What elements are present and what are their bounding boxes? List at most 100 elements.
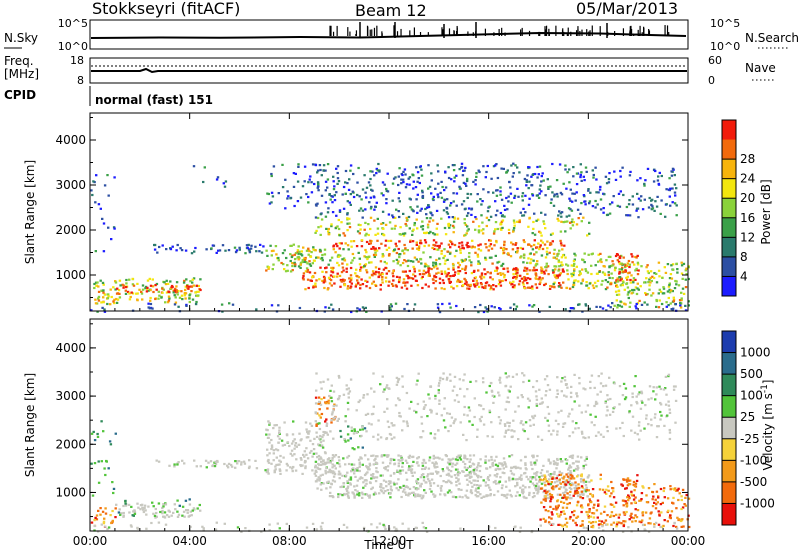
power-cell <box>449 204 452 207</box>
power-cell <box>296 251 299 254</box>
velocity-cell <box>473 397 476 400</box>
velocity-cell <box>267 458 270 462</box>
power-cell <box>352 195 356 199</box>
power-cell <box>637 288 640 291</box>
power-cell <box>408 227 411 230</box>
velocity-cell <box>300 438 303 441</box>
power-cell <box>286 269 289 272</box>
power-cell <box>333 275 336 278</box>
velocity-cell <box>447 479 450 482</box>
power-cell <box>484 243 487 246</box>
velocity-cell <box>528 399 531 402</box>
power-cell <box>297 165 300 168</box>
velocity-cell <box>498 376 502 379</box>
power-cell <box>443 262 447 265</box>
power-cell <box>452 287 455 290</box>
velocity-cell <box>377 433 380 436</box>
power-cell <box>430 172 433 175</box>
power-cell <box>452 220 456 223</box>
power-cell <box>568 168 571 171</box>
power-cell <box>477 231 481 234</box>
velocity-cell <box>105 460 108 463</box>
power-cell <box>310 181 313 184</box>
power-cell <box>402 232 405 235</box>
velocity-cell <box>476 464 480 467</box>
power-cell <box>514 270 518 273</box>
velocity-cell <box>373 459 376 462</box>
velocity-cell <box>463 405 466 409</box>
power-cell <box>675 214 678 217</box>
velocity-cell <box>634 375 637 378</box>
power-cell <box>303 258 307 262</box>
velocity-cell <box>291 454 294 457</box>
velocity-cell <box>350 426 353 429</box>
power-cell <box>441 302 444 306</box>
velocity-cell <box>391 458 394 461</box>
power-cell <box>304 270 308 273</box>
power-cell <box>466 241 469 244</box>
power-cell <box>462 284 465 287</box>
power-cell <box>606 280 610 284</box>
velocity-cell <box>684 504 687 507</box>
power-cell <box>618 272 621 275</box>
velocity-cell <box>429 472 432 475</box>
velocity-cell <box>640 492 644 495</box>
velocity-cell <box>359 428 362 431</box>
power-cell <box>359 207 363 210</box>
velocity-cell <box>647 398 650 401</box>
velocity-cell <box>404 485 407 488</box>
power-cell <box>341 262 344 265</box>
velocity-cell <box>400 456 403 459</box>
power-cell <box>270 254 273 257</box>
power-cell <box>421 228 425 231</box>
velocity-cell <box>561 525 565 528</box>
velocity-cell <box>506 421 509 424</box>
power-cell <box>337 218 340 222</box>
freq-left-tick-bottom: 8 <box>77 74 84 87</box>
velocity-cell <box>547 480 550 484</box>
velocity-cell <box>542 491 545 494</box>
velocity-cell <box>503 461 506 464</box>
velocity-cell <box>242 460 246 463</box>
power-cell <box>685 273 688 276</box>
velocity-cell <box>563 379 567 382</box>
power-cell <box>540 211 543 214</box>
power-cell <box>501 272 505 275</box>
velocity-cell <box>584 410 588 413</box>
velocity-cell <box>534 390 538 393</box>
power-cell <box>518 219 521 222</box>
power-cell <box>188 294 191 297</box>
power-cell <box>501 214 504 217</box>
velocity-cell <box>370 487 373 491</box>
power-cell <box>443 226 447 230</box>
velocity-cell <box>674 399 678 402</box>
power-cell <box>319 213 322 216</box>
power-cell <box>476 200 479 203</box>
power-cell <box>122 284 125 287</box>
power-cell <box>414 186 418 189</box>
velocity-cell <box>396 469 399 472</box>
power-cell <box>551 240 554 243</box>
velocity-cell <box>556 507 559 510</box>
velocity-cell <box>279 460 282 463</box>
velocity-cell <box>265 433 268 436</box>
power-cell <box>406 249 409 252</box>
velocity-cell <box>552 507 555 511</box>
velocity-cell <box>647 423 650 426</box>
power-cell <box>632 281 635 284</box>
velocity-cell <box>152 512 155 515</box>
colorbar-tick-label: -1000 <box>740 496 775 510</box>
velocity-cell <box>395 527 398 530</box>
velocity-cell <box>655 503 658 506</box>
power-cell <box>538 246 542 249</box>
power-cell <box>481 232 485 235</box>
velocity-cell <box>318 414 321 417</box>
velocity-cell <box>465 496 469 499</box>
power-cell <box>402 178 405 181</box>
velocity-cell <box>556 376 559 379</box>
velocity-cell <box>150 521 153 525</box>
velocity-cell <box>360 434 363 437</box>
power-cell <box>297 163 300 166</box>
power-cell <box>516 251 519 254</box>
power-cell <box>611 260 614 263</box>
